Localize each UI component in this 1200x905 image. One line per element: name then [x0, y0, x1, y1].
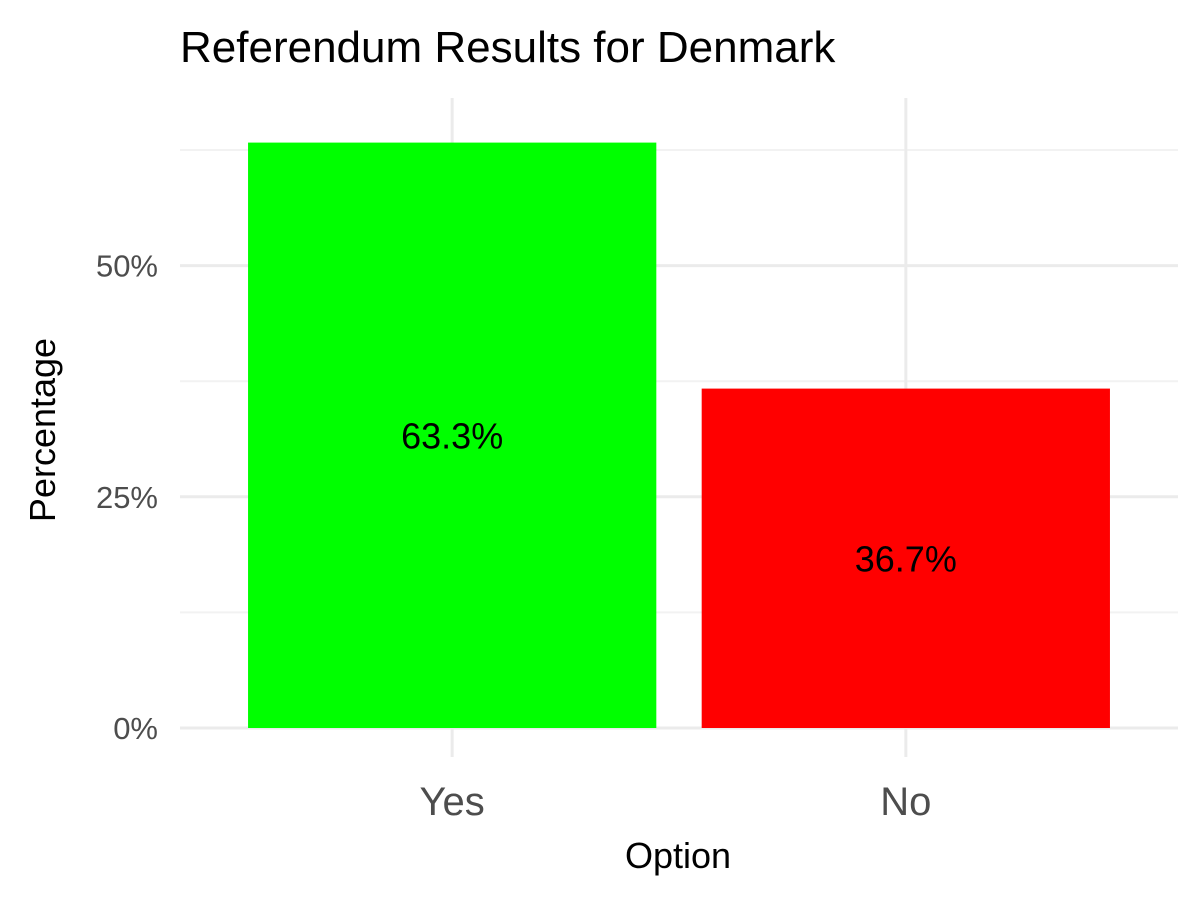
x-tick-label: No [880, 780, 931, 824]
bar-layer [248, 142, 1110, 728]
y-tick-label: 25% [96, 480, 158, 515]
bar-no [701, 388, 1110, 728]
tick-layer: 0% 25% 50% Yes No [96, 249, 931, 824]
bar-value-label: 36.7% [855, 538, 957, 579]
y-tick-label: 50% [96, 249, 158, 284]
y-tick-label: 0% [113, 711, 158, 746]
x-axis-title: Option [625, 835, 731, 876]
bar-value-label: 63.3% [401, 415, 503, 456]
bar-label-layer: 63.3% 36.7% [401, 415, 957, 579]
y-axis-title: Percentage [22, 338, 63, 522]
chart-title: Referendum Results for Denmark [180, 23, 836, 72]
x-tick-label: Yes [420, 780, 485, 824]
bar-yes [248, 142, 657, 728]
